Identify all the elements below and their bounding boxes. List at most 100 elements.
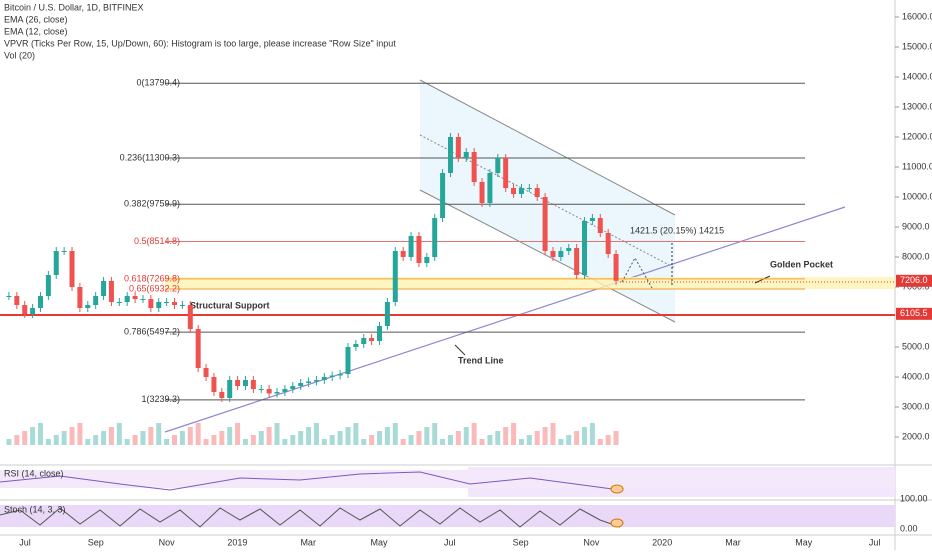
candle	[116, 302, 122, 303]
volume-bar	[235, 423, 241, 445]
candle	[471, 152, 477, 182]
time-label: Mar	[725, 537, 741, 547]
candle	[384, 302, 390, 326]
legend-text: EMA (12, close)	[4, 26, 68, 36]
candle	[306, 381, 312, 383]
candle	[408, 236, 414, 257]
volume-bar	[69, 427, 75, 445]
candle	[495, 158, 501, 173]
price-label: 5000.0	[902, 341, 930, 351]
price-marker	[896, 274, 932, 287]
volume-bar	[479, 439, 485, 445]
candle	[566, 248, 572, 251]
candle	[298, 383, 304, 386]
candle	[6, 296, 12, 297]
time-label: Jul	[444, 537, 456, 547]
candle	[392, 251, 398, 302]
candle	[589, 218, 595, 221]
volume-bar	[416, 431, 422, 445]
volume-bar	[290, 435, 296, 445]
volume-bar	[156, 423, 162, 445]
volume-bar	[187, 427, 193, 445]
annotation: Structural Support	[190, 300, 270, 310]
candle	[266, 389, 272, 394]
projection	[621, 256, 653, 289]
candle	[518, 188, 524, 194]
candle	[479, 182, 485, 203]
volume-bar	[172, 435, 178, 445]
panel-tick: 100.00	[900, 493, 928, 503]
volume-bar	[369, 435, 375, 445]
volume-bar	[534, 431, 540, 445]
candle	[377, 326, 383, 341]
candle	[187, 305, 193, 329]
candle	[416, 236, 422, 263]
volume-bar	[487, 435, 493, 445]
volume-bar	[605, 435, 611, 445]
volume-bar	[511, 423, 517, 445]
time-label: 2019	[227, 537, 247, 547]
arrow	[754, 275, 771, 284]
volume-bar	[597, 439, 603, 445]
legend-text: Bitcoin / U.S. Dollar, 1D, BITFINEX	[4, 2, 144, 12]
candle	[156, 302, 162, 308]
candle	[69, 251, 75, 287]
volume-bar	[132, 435, 138, 445]
candle	[542, 197, 548, 251]
volume-bar	[108, 427, 114, 445]
golden-pocket-zone	[165, 277, 895, 289]
volume-bar	[250, 435, 256, 445]
candle	[227, 380, 233, 398]
stoch-line	[0, 507, 621, 528]
volume-bar	[613, 431, 619, 445]
volume-bar	[203, 439, 209, 445]
annotation: 1421.5 (20.15%) 14215	[630, 225, 724, 235]
candle	[108, 281, 114, 302]
background	[0, 0, 895, 550]
candle	[250, 380, 256, 389]
volume-bar	[14, 435, 20, 445]
candle	[597, 218, 603, 233]
price-label: 13000.0	[902, 101, 932, 111]
volume-bar	[313, 423, 319, 445]
panel-tick: 0.00	[900, 523, 918, 533]
volume-bar	[93, 435, 99, 445]
time-label: May	[795, 537, 813, 547]
volume-bar	[298, 431, 304, 445]
candle	[329, 375, 335, 377]
volume-bar	[566, 435, 572, 445]
candle	[140, 299, 146, 300]
volume-bar	[61, 431, 67, 445]
price-label: 12000.0	[902, 131, 932, 141]
candle	[258, 389, 264, 390]
panel-title: Stoch (14, 3, 3)	[4, 504, 66, 514]
candle	[463, 152, 469, 158]
legend-text: EMA (26, close)	[4, 14, 68, 24]
candle	[203, 368, 209, 377]
volume-bar	[179, 431, 185, 445]
volume-bar	[582, 427, 588, 445]
volume-bar	[6, 439, 12, 445]
volume-bar	[77, 423, 83, 445]
volume-bar	[85, 439, 91, 445]
candle	[195, 329, 201, 368]
volume-bar	[258, 431, 264, 445]
volume-bar	[503, 427, 509, 445]
price-label: 14000.0	[902, 71, 932, 81]
candle	[148, 299, 154, 308]
volume-bar	[282, 439, 288, 445]
candle	[440, 173, 446, 218]
volume-bar	[353, 423, 359, 445]
volume-bar	[211, 435, 217, 445]
candle	[400, 251, 406, 257]
volume-bar	[22, 431, 28, 445]
price-label: 9000.0	[902, 221, 930, 231]
volume-bar	[274, 423, 280, 445]
candle	[534, 188, 540, 197]
volume-bar	[148, 427, 154, 445]
fib-label: 0.236(11300.3)	[120, 152, 180, 162]
legend-text: VPVR (Ticks Per Row, 15, Up/Down, 60): H…	[4, 38, 396, 48]
volume-bar	[53, 435, 59, 445]
volume-bar	[361, 439, 367, 445]
time-label: May	[370, 537, 388, 547]
